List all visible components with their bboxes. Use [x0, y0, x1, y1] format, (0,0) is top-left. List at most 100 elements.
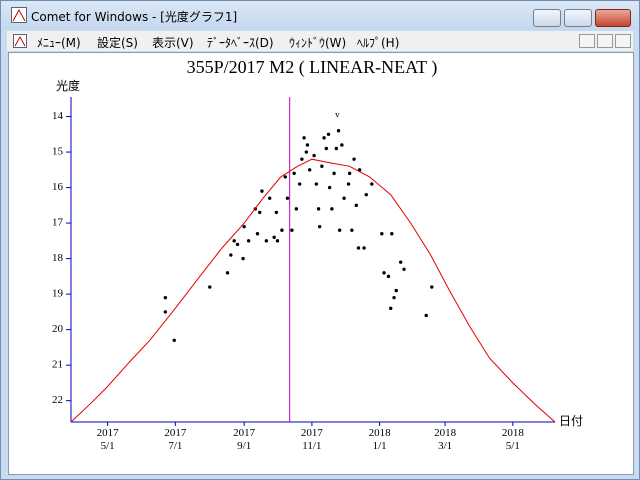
menu-item[interactable]: ﾒﾆｭｰ(M)	[37, 36, 81, 50]
y-axis-label: 光度	[56, 78, 80, 93]
data-point	[334, 146, 339, 151]
menu-item[interactable]: ﾍﾙﾌﾟ(H)	[357, 36, 400, 50]
data-point	[255, 232, 260, 236]
close-button[interactable]	[595, 9, 631, 27]
data-point	[342, 196, 346, 200]
doc-icon	[13, 34, 27, 48]
data-point	[364, 192, 368, 197]
mdi-restore[interactable]	[597, 34, 613, 48]
data-point	[314, 182, 319, 186]
x-tick-label: 2018 3/1	[434, 427, 457, 452]
menu-item[interactable]: ｳｨﾝﾄﾞｳ(W)	[289, 36, 347, 50]
data-point	[392, 295, 396, 300]
y-tick-label: 14	[52, 110, 64, 122]
data-point	[292, 171, 296, 176]
data-point	[312, 153, 316, 158]
menu-bar: ﾒﾆｭｰ(M) 設定(S) 表示(V) ﾃﾞｰﾀﾍﾞｰｽ(D) ｳｨﾝﾄﾞｳ(W…	[7, 31, 633, 51]
x-tick-label: 2018 1/1	[368, 427, 391, 452]
menu-item[interactable]: 表示(V)	[152, 36, 194, 50]
data-point	[272, 235, 276, 240]
data-point	[232, 239, 236, 243]
data-point	[283, 175, 287, 179]
data-point	[242, 224, 246, 229]
data-point	[274, 210, 279, 215]
data-point	[300, 157, 304, 161]
data-point	[347, 171, 352, 176]
data-point	[326, 132, 331, 136]
menu-item[interactable]: 設定(S)	[97, 36, 138, 50]
data-point	[350, 228, 354, 232]
chart-title: 355P/2017 M2 ( LINEAR-NEAT )	[187, 57, 438, 78]
minimize-button[interactable]	[533, 9, 561, 27]
data-point	[354, 203, 358, 208]
data-point	[297, 182, 302, 186]
mdi-minimize[interactable]	[579, 34, 595, 48]
x-tick-label: 2018 5/1	[501, 427, 524, 452]
data-point	[402, 267, 406, 271]
y-tick-label: 20	[52, 323, 64, 335]
data-point	[356, 246, 361, 250]
maximize-button[interactable]	[564, 9, 592, 27]
data-point	[316, 207, 321, 211]
x-tick-label: 2017 7/1	[164, 427, 187, 452]
x-tick-label: 2017 9/1	[233, 427, 256, 452]
data-point	[324, 146, 329, 151]
y-tick-label: 15	[52, 146, 64, 158]
y-tick-label: 18	[52, 252, 64, 264]
data-point	[163, 295, 168, 300]
data-point	[229, 253, 233, 257]
curve	[70, 158, 556, 423]
data-point	[225, 271, 230, 275]
data-point	[246, 239, 251, 243]
data-point	[370, 182, 374, 186]
y-tick-label: 22	[52, 394, 63, 406]
menu-item[interactable]: ﾃﾞｰﾀﾍﾞｰｽ(D)	[207, 36, 274, 50]
data-point	[268, 196, 272, 200]
data-point	[352, 157, 356, 161]
mdi-close[interactable]	[615, 34, 631, 48]
data-point	[172, 338, 176, 343]
data-point	[362, 246, 366, 250]
title-bar: Comet for Windows - [光度グラフ1]	[1, 1, 639, 30]
data-point	[322, 136, 326, 140]
data-point	[280, 228, 284, 232]
window-title: Comet for Windows - [光度グラフ1]	[31, 10, 238, 24]
data-point	[330, 207, 334, 211]
data-point	[163, 310, 168, 314]
data-point	[304, 150, 309, 154]
data-point	[307, 168, 312, 172]
data-point	[346, 182, 351, 186]
data-point	[305, 143, 310, 147]
data-point	[235, 242, 240, 247]
data-point	[386, 274, 391, 279]
data-point	[380, 232, 384, 236]
y-tick-label: 16	[52, 181, 64, 193]
x-tick-label: 2017 5/1	[96, 427, 119, 452]
data-point	[389, 306, 393, 311]
data-point	[394, 288, 398, 293]
data-point	[294, 207, 299, 211]
data-point	[430, 285, 434, 289]
data-point	[382, 271, 386, 275]
data-point	[275, 239, 280, 243]
plot-area	[8, 52, 634, 475]
y-tick-label: 21	[52, 359, 63, 371]
x-axis-label: 日付	[559, 414, 583, 428]
data-point	[258, 210, 262, 215]
data-point	[398, 260, 403, 264]
x-tick-label: 2017 11/1	[300, 427, 323, 452]
data-point	[302, 136, 306, 140]
annotation: v	[335, 110, 340, 120]
data-point	[336, 129, 341, 133]
app-icon	[11, 7, 27, 23]
y-tick-label: 17	[52, 217, 64, 229]
data-point	[260, 189, 264, 193]
data-point	[290, 228, 294, 232]
data-point	[320, 164, 324, 168]
data-point	[208, 285, 212, 289]
data-point	[327, 185, 332, 190]
data-point	[241, 256, 245, 261]
